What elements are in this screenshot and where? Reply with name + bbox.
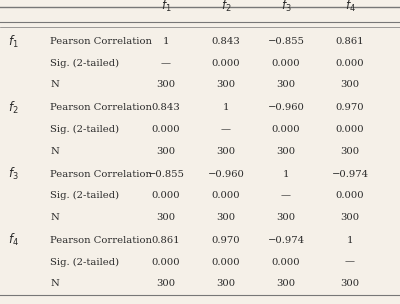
Text: 1: 1 — [223, 103, 229, 112]
Text: —: — — [345, 257, 355, 267]
Text: 0.970: 0.970 — [336, 103, 364, 112]
Text: 300: 300 — [216, 213, 236, 222]
Text: 0.843: 0.843 — [212, 37, 240, 46]
Text: N: N — [50, 80, 59, 89]
Text: $\it{f}_2$: $\it{f}_2$ — [8, 100, 18, 116]
Text: 0.000: 0.000 — [152, 125, 180, 134]
Text: 0.000: 0.000 — [272, 257, 300, 267]
Text: 300: 300 — [276, 213, 296, 222]
Text: 0.000: 0.000 — [336, 191, 364, 200]
Text: Sig. (2-tailed): Sig. (2-tailed) — [50, 257, 119, 267]
Text: 300: 300 — [216, 279, 236, 288]
Text: N: N — [50, 279, 59, 288]
Text: 0.000: 0.000 — [152, 257, 180, 267]
Text: 0.000: 0.000 — [212, 191, 240, 200]
Text: —: — — [221, 125, 231, 134]
Text: 300: 300 — [156, 80, 176, 89]
Text: 0.000: 0.000 — [212, 59, 240, 68]
Text: 300: 300 — [340, 80, 360, 89]
Text: 0.970: 0.970 — [212, 236, 240, 245]
Text: Pearson Correlation: Pearson Correlation — [50, 170, 152, 179]
Text: 0.000: 0.000 — [212, 257, 240, 267]
Text: $\it{f}_4$: $\it{f}_4$ — [344, 0, 356, 14]
Text: Pearson Correlation: Pearson Correlation — [50, 103, 152, 112]
Text: 300: 300 — [340, 213, 360, 222]
Text: −0.855: −0.855 — [148, 170, 184, 179]
Text: N: N — [50, 147, 59, 156]
Text: 0.843: 0.843 — [152, 103, 180, 112]
Text: 0.861: 0.861 — [152, 236, 180, 245]
Text: 1: 1 — [347, 236, 353, 245]
Text: −0.960: −0.960 — [268, 103, 304, 112]
Text: 1: 1 — [163, 37, 169, 46]
Text: $\it{f}_2$: $\it{f}_2$ — [221, 0, 231, 14]
Text: 300: 300 — [276, 279, 296, 288]
Text: 300: 300 — [216, 80, 236, 89]
Text: 0.000: 0.000 — [272, 125, 300, 134]
Text: Pearson Correlation: Pearson Correlation — [50, 37, 152, 46]
Text: 0.000: 0.000 — [336, 59, 364, 68]
Text: 300: 300 — [156, 279, 176, 288]
Text: −0.855: −0.855 — [268, 37, 304, 46]
Text: −0.974: −0.974 — [268, 236, 304, 245]
Text: −0.974: −0.974 — [332, 170, 368, 179]
Text: Sig. (2-tailed): Sig. (2-tailed) — [50, 191, 119, 200]
Text: −0.960: −0.960 — [208, 170, 244, 179]
Text: $\it{f}_1$: $\it{f}_1$ — [8, 33, 19, 50]
Text: 300: 300 — [216, 147, 236, 156]
Text: 1: 1 — [283, 170, 289, 179]
Text: $\it{f}_1$: $\it{f}_1$ — [161, 0, 171, 14]
Text: 0.000: 0.000 — [152, 191, 180, 200]
Text: 300: 300 — [276, 80, 296, 89]
Text: 300: 300 — [340, 279, 360, 288]
Text: $\it{f}_3$: $\it{f}_3$ — [281, 0, 291, 14]
Text: 0.861: 0.861 — [336, 37, 364, 46]
Text: Sig. (2-tailed): Sig. (2-tailed) — [50, 125, 119, 134]
Text: 300: 300 — [340, 147, 360, 156]
Text: 300: 300 — [156, 147, 176, 156]
Text: —: — — [281, 191, 291, 200]
Text: $\it{f}_3$: $\it{f}_3$ — [8, 166, 19, 182]
Text: Pearson Correlation: Pearson Correlation — [50, 236, 152, 245]
Text: 300: 300 — [276, 147, 296, 156]
Text: 300: 300 — [156, 213, 176, 222]
Text: N: N — [50, 213, 59, 222]
Text: Sig. (2-tailed): Sig. (2-tailed) — [50, 59, 119, 68]
Text: 0.000: 0.000 — [336, 125, 364, 134]
Text: $\it{f}_4$: $\it{f}_4$ — [8, 232, 19, 248]
Text: 0.000: 0.000 — [272, 59, 300, 68]
Text: —: — — [161, 59, 171, 68]
